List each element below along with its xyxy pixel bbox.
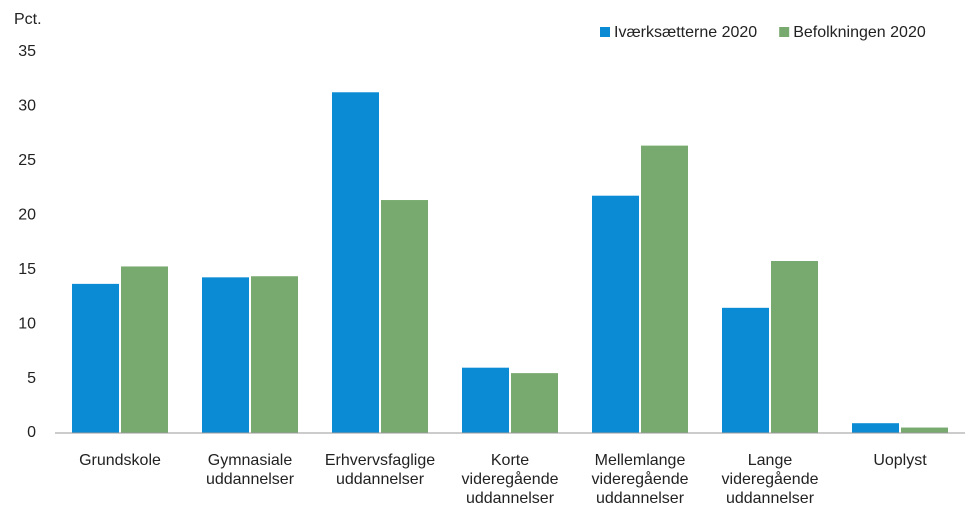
bar (202, 277, 249, 433)
y-tick-label: 35 (18, 43, 36, 60)
legend-swatch (779, 27, 790, 37)
bar (852, 423, 899, 433)
legend-swatch (600, 27, 610, 37)
bar (462, 367, 509, 433)
y-tick-label: 10 (18, 315, 36, 332)
bar (771, 261, 818, 433)
bar (901, 427, 948, 433)
legend-label: Befolkningen 2020 (793, 24, 926, 41)
y-tick-label: 20 (18, 207, 36, 224)
bar (251, 276, 298, 433)
x-tick-label: Gymnasiale uddannelser (205, 452, 295, 488)
y-tick-label: 30 (18, 98, 36, 115)
bar (722, 307, 769, 433)
legend-label: Iværksætterne 2020 (614, 24, 757, 41)
x-tick-label: Korte videregående uddannelser (461, 452, 559, 507)
x-tick-label: Lange videregående uddannelser (721, 452, 819, 507)
bar (641, 145, 688, 434)
y-tick-label: 5 (27, 370, 36, 387)
bar (121, 266, 168, 433)
y-tick-label: 15 (18, 261, 36, 278)
bar (381, 200, 428, 433)
y-tick-label: 0 (27, 424, 36, 441)
bar (511, 373, 558, 433)
x-tick-label: Uoplyst (873, 452, 927, 469)
x-tick-label: Grundskole (79, 452, 161, 469)
x-tick-label: Erhvervsfaglige uddannelser (324, 452, 436, 488)
bar (72, 283, 119, 433)
bar (592, 195, 639, 433)
y-axis-label: Pct. (14, 11, 42, 28)
x-tick-label: Mellemlange videregående uddannelser (591, 452, 689, 507)
y-tick-label: 25 (18, 152, 36, 169)
bar (332, 92, 379, 433)
